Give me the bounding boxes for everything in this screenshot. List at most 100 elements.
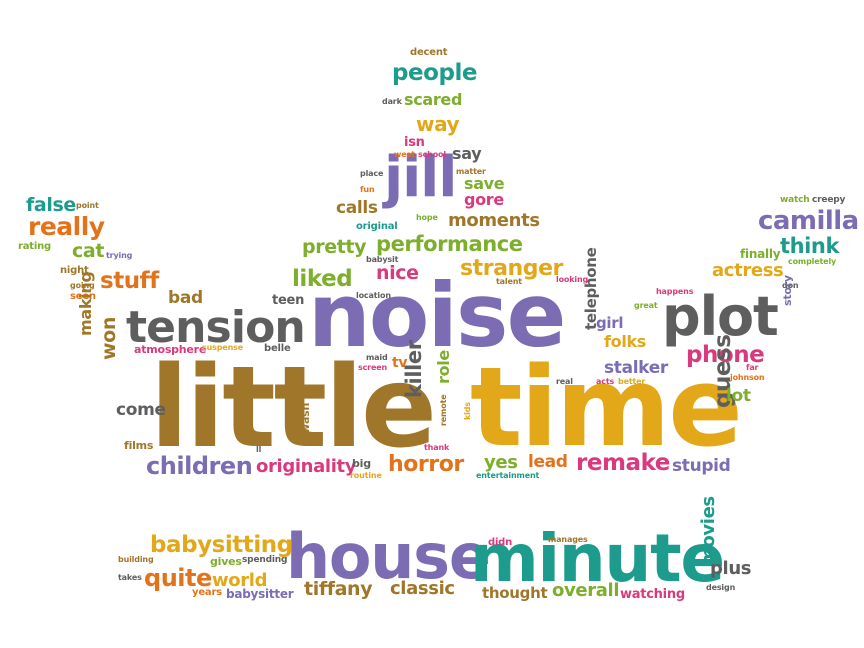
word-actress: actress bbox=[712, 260, 784, 281]
word-finally: finally bbox=[740, 247, 781, 261]
word-performance: performance bbox=[376, 232, 523, 256]
word-people: people bbox=[392, 60, 478, 86]
word-isn: isn bbox=[404, 135, 425, 150]
word-rating: rating bbox=[18, 241, 51, 252]
word-great: great bbox=[634, 301, 658, 310]
word-say: say bbox=[452, 144, 482, 163]
word-stuff: stuff bbox=[100, 268, 159, 294]
word-jill: jill bbox=[384, 145, 457, 210]
word-kids: kids bbox=[463, 402, 472, 420]
word-going: going bbox=[70, 281, 95, 290]
word-making: making bbox=[76, 271, 95, 336]
word-gore: gore bbox=[464, 190, 504, 209]
word-phone: phone bbox=[686, 342, 765, 368]
word-belle: belle bbox=[264, 343, 291, 354]
word-talent: talent bbox=[496, 277, 522, 286]
word-matter: matter bbox=[456, 167, 486, 176]
word-classic: classic bbox=[390, 578, 455, 599]
word-stupid: stupid bbox=[672, 456, 731, 476]
word-wasn: wasn bbox=[299, 402, 312, 434]
word-babysitting: babysitting bbox=[150, 532, 293, 558]
word-originality: originality bbox=[256, 456, 357, 477]
word-yes: yes bbox=[484, 452, 518, 473]
word-thank: thank bbox=[424, 443, 450, 452]
word-stalker: stalker bbox=[604, 358, 668, 378]
word-entertainment: entertainment bbox=[476, 471, 540, 480]
word-house: house bbox=[286, 520, 491, 593]
word-screen: screen bbox=[358, 363, 388, 372]
word-camilla: camilla bbox=[758, 206, 859, 236]
word-hope: hope bbox=[416, 213, 438, 222]
word-didn: didn bbox=[488, 537, 513, 548]
word-folks: folks bbox=[604, 332, 647, 351]
word-place: place bbox=[360, 169, 384, 178]
word-decent: decent bbox=[410, 47, 448, 58]
word-nice: nice bbox=[376, 262, 419, 284]
word-overall: overall bbox=[552, 580, 620, 601]
word-ll: ll bbox=[256, 445, 262, 454]
word-night: night bbox=[60, 265, 89, 276]
word-think: think bbox=[780, 234, 840, 258]
word-way: way bbox=[416, 112, 460, 136]
word-false: false bbox=[26, 194, 76, 216]
word-original: original bbox=[356, 221, 398, 232]
word-really: really bbox=[28, 212, 105, 241]
word-real: real bbox=[556, 377, 573, 386]
word-stranger: stranger bbox=[460, 256, 563, 281]
word-plot: plot bbox=[662, 285, 779, 348]
word-girl: girl bbox=[596, 314, 624, 332]
word-watching: watching bbox=[620, 587, 685, 602]
word-completely: completely bbox=[788, 257, 837, 266]
word-remote: remote bbox=[439, 394, 448, 427]
word-world: world bbox=[212, 570, 268, 591]
word-atmosphere: atmosphere bbox=[134, 343, 207, 356]
word-time: time bbox=[470, 343, 743, 471]
word-pretty: pretty bbox=[302, 236, 367, 258]
word-location: location bbox=[356, 291, 391, 300]
word-movies: movies bbox=[698, 496, 719, 566]
word-maid: maid bbox=[366, 353, 388, 362]
word-routine: routine bbox=[350, 471, 382, 480]
word-little: little bbox=[150, 343, 437, 473]
word-films: films bbox=[124, 439, 154, 452]
word-point: point bbox=[76, 201, 99, 210]
word-tension: tension bbox=[126, 302, 306, 353]
word-acts: acts bbox=[596, 377, 615, 386]
word-story: story bbox=[781, 275, 794, 306]
word-watch: watch bbox=[780, 195, 810, 205]
word-spending: spending bbox=[242, 555, 288, 565]
word-school: school bbox=[418, 150, 446, 159]
word-creepy: creepy bbox=[812, 195, 846, 205]
word-fun: fun bbox=[360, 185, 375, 194]
word-dark: dark bbox=[382, 97, 402, 106]
word-remake: remake bbox=[576, 450, 670, 476]
word-save: save bbox=[464, 174, 505, 193]
word-bad: bad bbox=[168, 288, 203, 308]
word-trying: trying bbox=[106, 251, 133, 260]
word-looking: looking bbox=[556, 275, 589, 284]
word-babysitter: babysitter bbox=[226, 587, 294, 601]
word-moments: moments bbox=[448, 210, 540, 231]
word-thought: thought bbox=[482, 584, 548, 602]
word-west: west bbox=[394, 150, 415, 159]
word-liked: liked bbox=[292, 266, 353, 292]
word-cat: cat bbox=[72, 240, 105, 262]
word-children: children bbox=[146, 452, 253, 480]
word-lot: lot bbox=[726, 386, 751, 406]
word-tv: tv bbox=[392, 355, 408, 371]
word-scared: scared bbox=[404, 90, 463, 109]
word-design: design bbox=[706, 583, 736, 592]
word-babysit: babysit bbox=[366, 255, 399, 264]
word-johnson: johnson bbox=[730, 373, 765, 382]
word-horror: horror bbox=[388, 452, 464, 477]
word-come: come bbox=[116, 400, 166, 420]
word-big: big bbox=[352, 457, 371, 470]
word-manages: manages bbox=[548, 535, 588, 544]
word-seen: seen bbox=[70, 291, 96, 302]
word-teen: teen bbox=[272, 293, 305, 308]
word-calls: calls bbox=[336, 198, 378, 218]
word-building: building bbox=[118, 555, 154, 564]
word-better: better bbox=[618, 377, 646, 386]
word-minute: minute bbox=[470, 520, 725, 597]
